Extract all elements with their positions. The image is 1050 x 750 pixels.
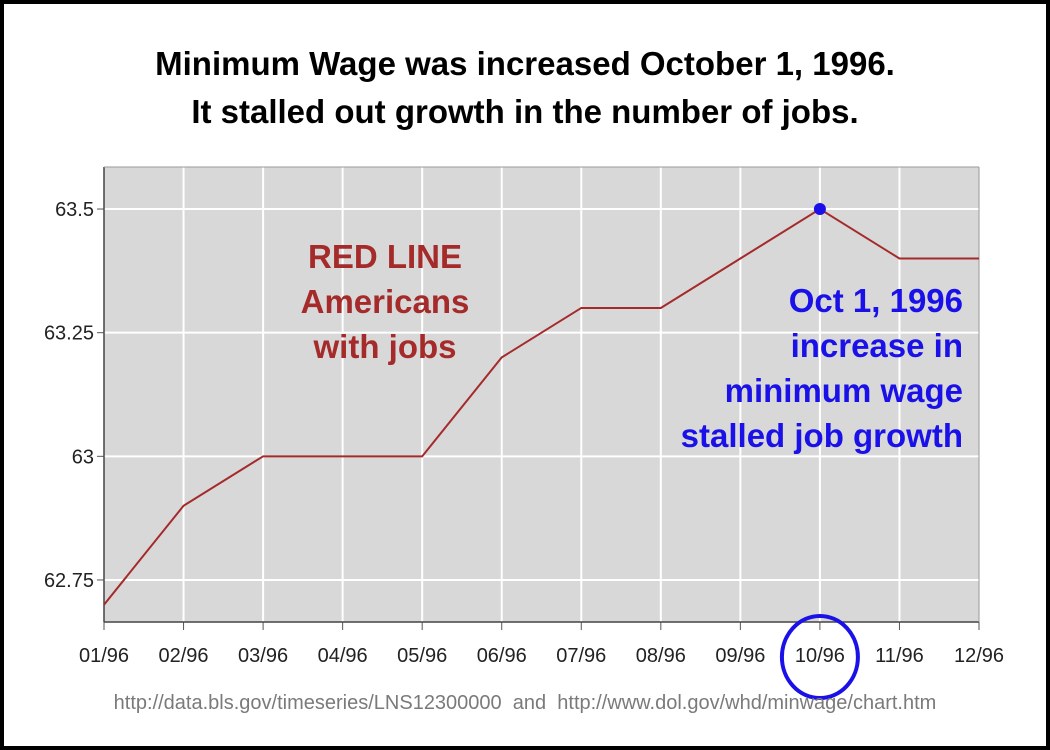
annotation-blue-line: Oct 1, 1996	[789, 282, 963, 319]
y-tick-label: 63	[72, 446, 94, 468]
plot-area	[104, 167, 979, 622]
x-tick-label: 06/96	[477, 645, 527, 667]
x-tick-label: 01/96	[79, 645, 129, 667]
annotation-blue-line: minimum wage	[725, 372, 963, 409]
highlight-circle	[779, 614, 860, 700]
annotation-red-line: with jobs	[313, 328, 457, 365]
highlight-point	[813, 203, 826, 216]
annotation-red-line: RED LINE	[308, 238, 462, 275]
series-line-employed	[103, 207, 979, 606]
x-tick-label: 03/96	[238, 645, 288, 667]
y-tick-label: 63.5	[55, 199, 94, 221]
x-tick-label: 08/96	[636, 645, 686, 667]
chart-title-line-2: It stalled out growth in the number of j…	[191, 93, 859, 130]
y-tick-label: 62.75	[44, 570, 94, 592]
x-tick-label: 10/96	[795, 645, 845, 667]
y-tick-label: 63.25	[44, 323, 94, 345]
x-tick-label: 04/96	[318, 645, 368, 667]
x-tick-label: 11/96	[875, 645, 924, 667]
chart-title-line-1: Minimum Wage was increased October 1, 19…	[155, 45, 895, 82]
source-note: http://data.bls.gov/timeseries/LNS123000…	[113, 692, 937, 714]
x-tick-label: 09/96	[715, 645, 765, 667]
annotation-blue-line: stalled job growth	[681, 417, 963, 454]
x-tick-label: 05/96	[397, 645, 447, 667]
x-tick-label: 12/96	[954, 645, 1004, 667]
x-tick-label: 02/96	[159, 645, 209, 667]
annotation-blue-line: increase in	[791, 327, 963, 364]
annotation-red-line: Americans	[301, 283, 470, 320]
x-tick-label: 07/96	[556, 645, 606, 667]
